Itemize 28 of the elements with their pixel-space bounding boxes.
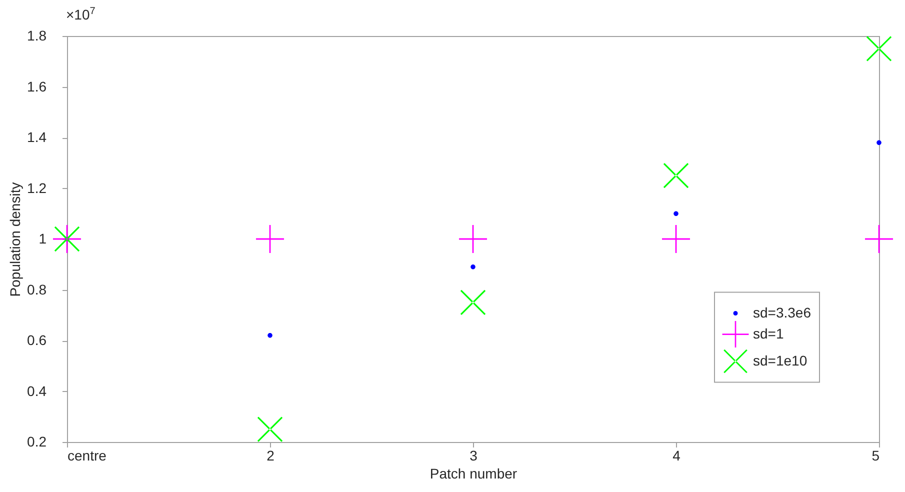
legend-label: sd=1e10 [753,352,808,368]
y-tick-label: 1 [38,230,47,246]
y-tick-label: 0.2 [27,434,47,450]
y-tick-label: 1.6 [27,78,47,94]
y-tick-label: 0.4 [27,382,47,399]
point [663,162,689,188]
point [257,416,283,442]
point [866,36,892,62]
x-axis-title: Patch number [430,466,518,482]
point [876,140,882,145]
legend-label: sd=3.3e6 [753,304,812,320]
y-tick-label: 0.6 [27,332,47,348]
x-tick-label: 2 [266,448,275,464]
x-tick-label: 4 [672,448,681,464]
text: ×10$^{7}$ [66,6,96,23]
point [268,333,272,338]
x-tick-label: centre [68,448,107,464]
point [470,264,476,270]
x-tick-label: 5 [872,448,880,464]
y-tick-label: 1.8 [27,28,47,44]
x-tick-label: 3 [470,448,478,464]
point [674,211,678,216]
legend-label: sd=1 [753,325,784,342]
y-tick-label: 1.4 [27,129,47,145]
y-tick-label: 0.8 [27,281,47,298]
y-axis-title: Population density [7,182,24,297]
y-tick-label: 1.2 [27,180,47,196]
point [460,290,486,316]
